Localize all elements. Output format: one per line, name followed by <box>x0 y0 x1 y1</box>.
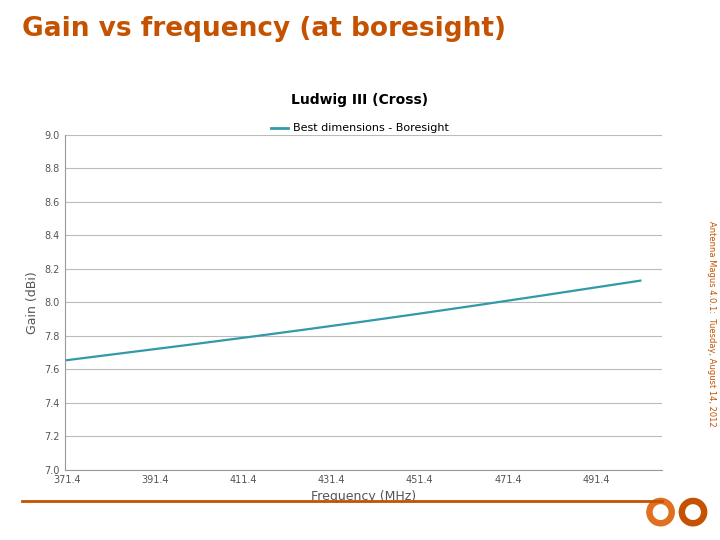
Polygon shape <box>647 498 674 526</box>
Polygon shape <box>680 498 706 526</box>
Text: Gain vs frequency (at boresight): Gain vs frequency (at boresight) <box>22 16 505 42</box>
Text: Ludwig III (Cross): Ludwig III (Cross) <box>292 93 428 107</box>
Text: Antenna Magus 4.0.1:  Tuesday, August 14, 2012: Antenna Magus 4.0.1: Tuesday, August 14,… <box>707 221 716 427</box>
Y-axis label: Gain (dBi): Gain (dBi) <box>26 271 39 334</box>
Polygon shape <box>654 505 668 519</box>
X-axis label: Frequency (MHz): Frequency (MHz) <box>311 490 416 503</box>
Legend: Best dimensions - Boresight: Best dimensions - Boresight <box>266 119 454 138</box>
Polygon shape <box>686 505 700 519</box>
